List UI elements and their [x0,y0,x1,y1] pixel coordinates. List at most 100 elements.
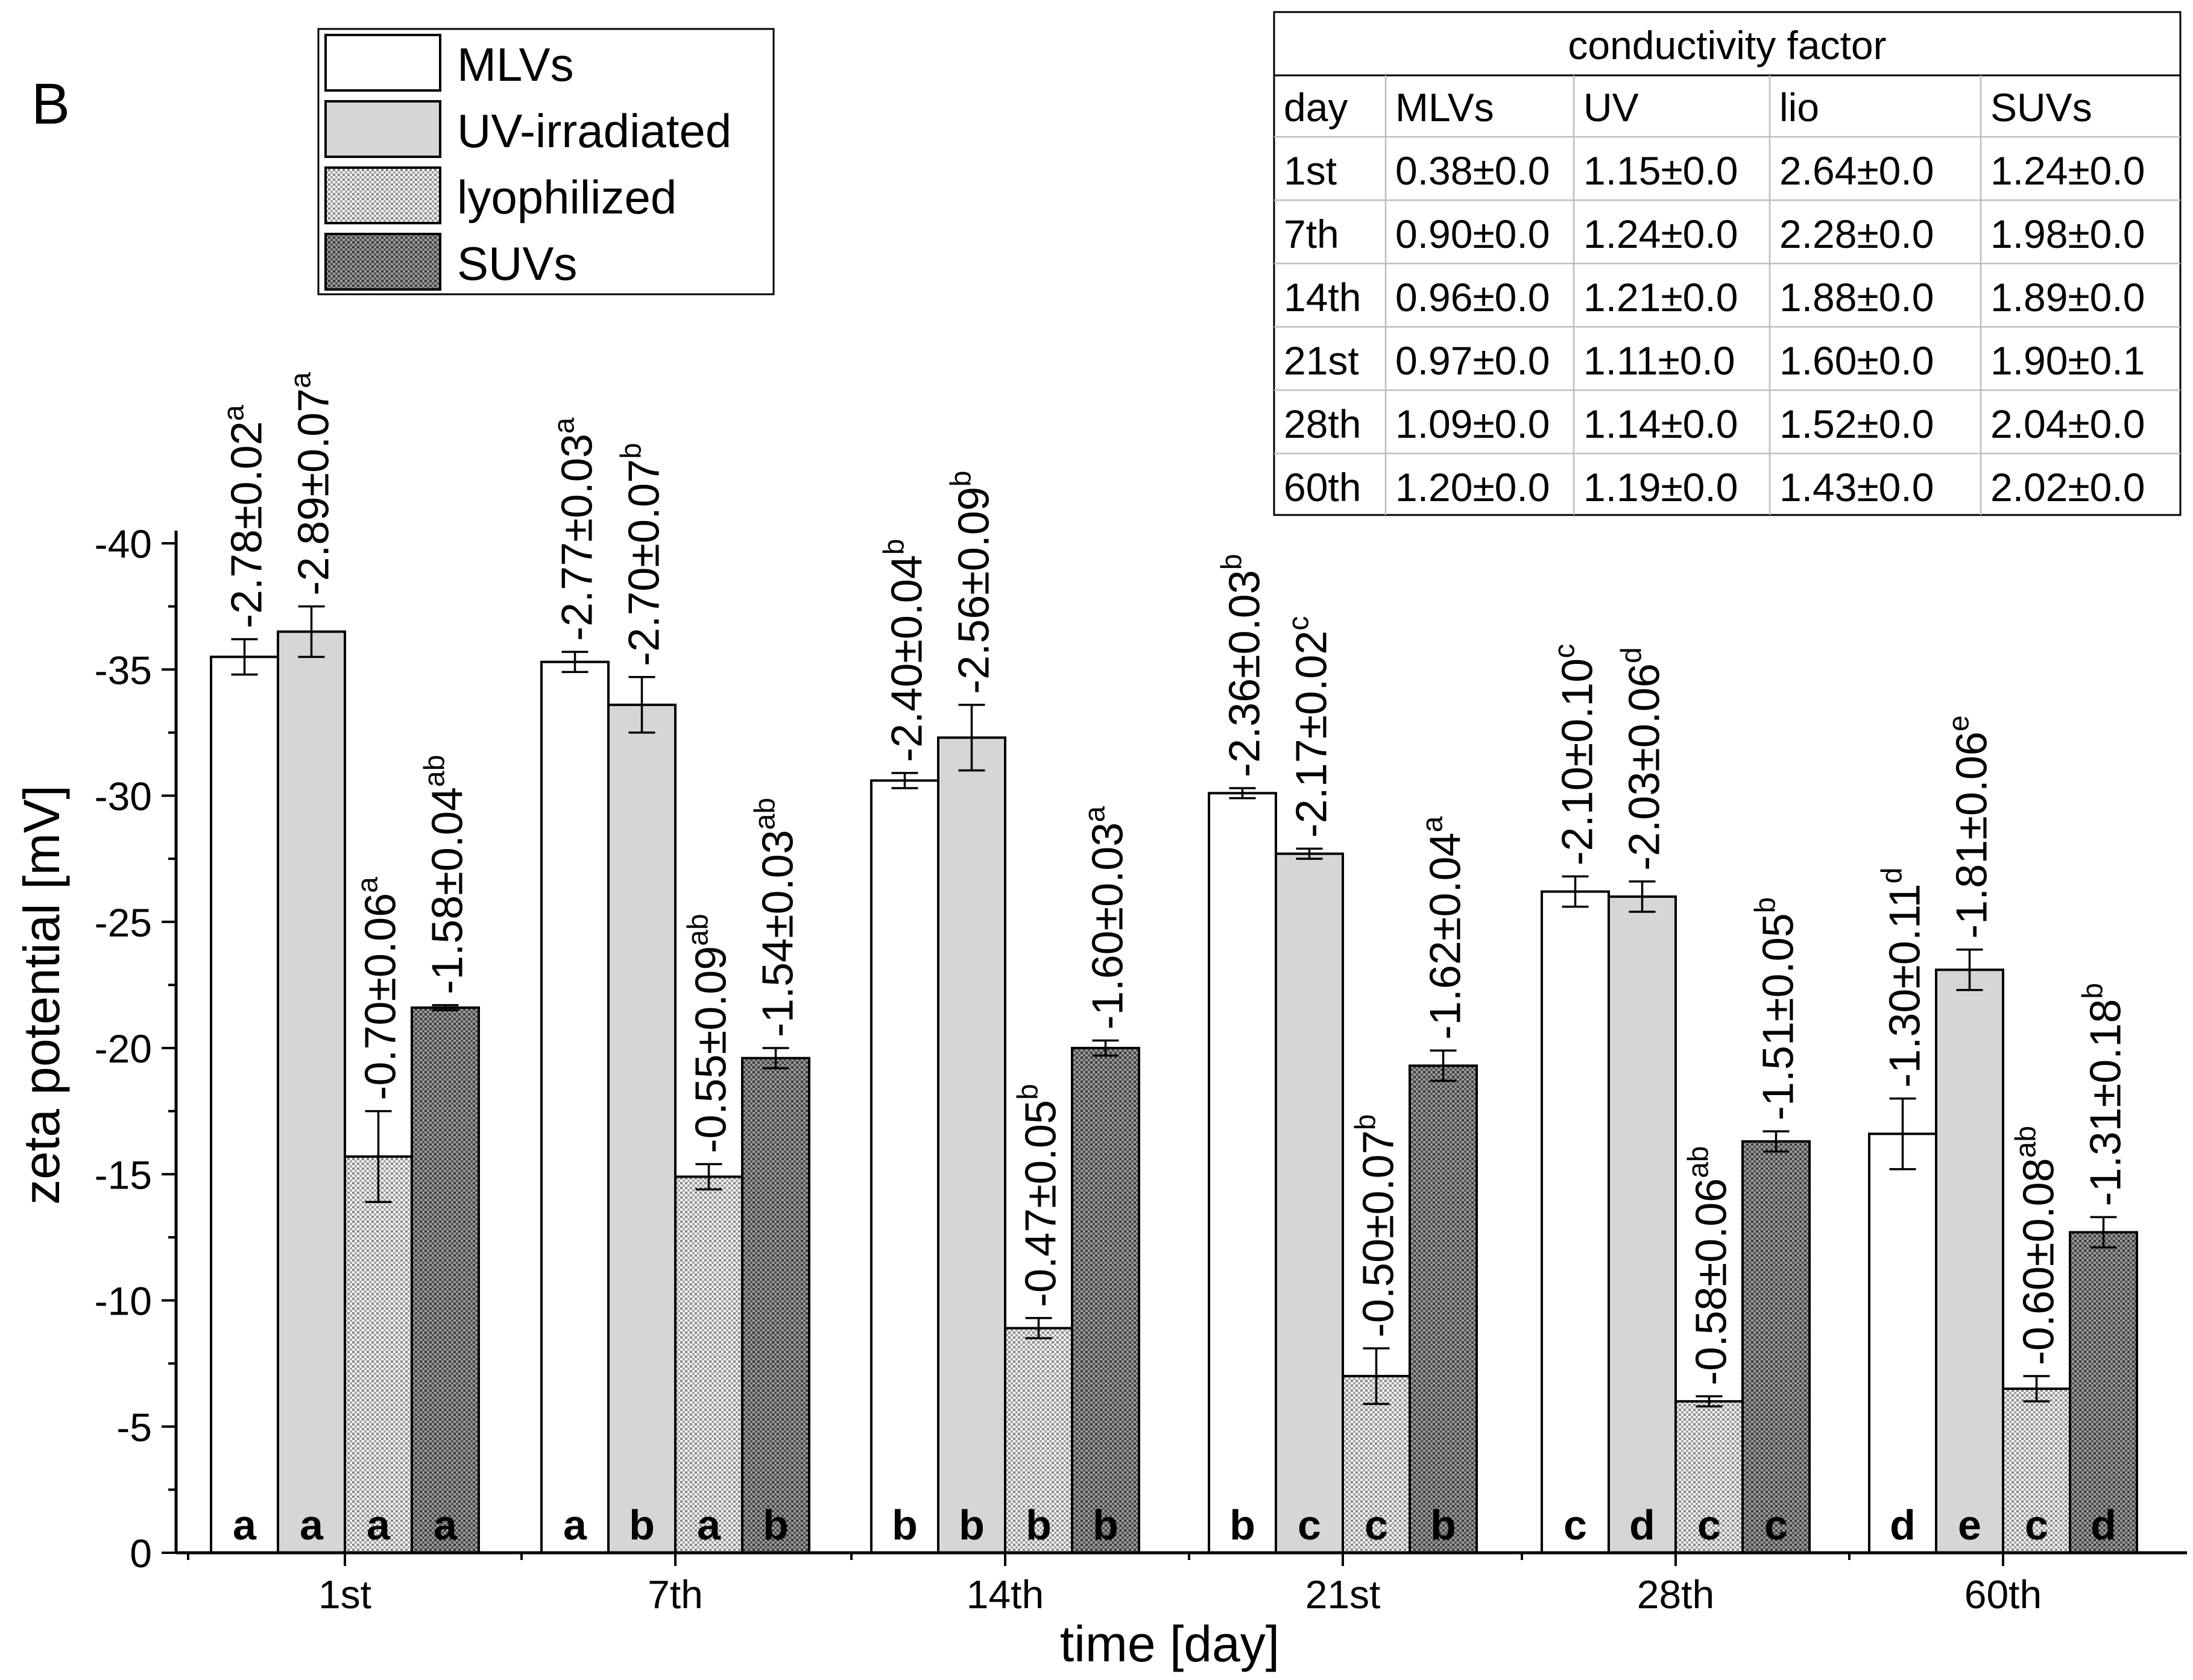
table-cell: 2.04±0.0 [1990,402,2145,446]
bar-letter: c [1563,1502,1587,1549]
bar-uv-irradiated-28th [1608,895,1677,1554]
table-header-cell: MLVs [1395,85,1494,130]
value-label-sup: ab [419,755,451,787]
conductivity-table: conductivity factor day MLVs UV lio SUVs 1st 0.… [1273,11,2182,516]
value-label: -0.50±0.07b [1350,1114,1403,1337]
bar-uv-irradiated-14th [937,736,1006,1554]
table-cell: 28th [1284,402,1361,446]
table-cell: 0.96±0.0 [1395,275,1550,320]
value-label: -0.58±0.06ab [1683,1146,1736,1385]
table-cell: 1.20±0.0 [1395,465,1550,510]
value-label: -2.56±0.09b [945,470,999,693]
table-cell: 1st [1284,148,1337,193]
table-cell: 1.21±0.0 [1583,275,1738,320]
y-tick-label: -35 [95,648,152,692]
table-cell: 60th [1284,465,1361,510]
table-header-cell: SUVs [1990,85,2092,130]
bar-mlvs-14th [870,779,939,1554]
legend-label-lyophilized: lyophilized [457,171,677,224]
y-tick-label: -10 [95,1279,152,1324]
table-cell: 1.90±0.1 [1990,338,2145,383]
value-label-sup: ab [749,798,781,830]
bar-letter: b [763,1502,789,1549]
value-label: -2.10±0.10c [1549,644,1602,866]
table-cell: 0.90±0.0 [1395,212,1550,256]
legend: MLVs UV-irradiated lyophilized SUVs [317,28,775,295]
bar-letter: a [300,1502,324,1549]
value-label: -1.60±0.03a [1079,806,1132,1030]
value-label: -0.60±0.08ab [2010,1126,2063,1365]
value-label: -2.17±0.02c [1283,616,1336,838]
value-label-sup: b [616,443,648,459]
bar-letter: b [1229,1502,1255,1549]
bar-lyophilized-7th [674,1175,743,1555]
table-cell: 1.52±0.0 [1779,402,1934,446]
table-cell: 1.11±0.0 [1583,338,1735,383]
value-label-sup: b [879,538,910,555]
table-header-cell: UV [1583,85,1639,130]
value-label-sup: b [1350,1114,1382,1131]
table-cell: 21st [1284,338,1359,383]
bar-uv-irradiated-21st [1275,852,1344,1554]
value-label-sup: b [1216,554,1248,570]
y-axis-label: zeta potential [mV] [13,785,70,1205]
bar-mlvs-60th [1868,1132,1937,1555]
y-tick-label: 0 [130,1531,152,1576]
value-label-sup: ab [2010,1126,2042,1158]
y-tick-label: -30 [95,774,152,819]
table-cell: 1.98±0.0 [1990,212,2145,256]
value-label-sup: c [1283,616,1315,631]
y-tick-label: -15 [95,1152,152,1197]
x-tick-label-28th: 28th [1637,1572,1714,1617]
bar-letter: b [1026,1502,1052,1549]
value-label: -1.54±0.03ab [749,798,803,1037]
bar-letter: a [367,1502,391,1549]
table-cell: 2.02±0.0 [1990,465,2145,510]
table-cell: 1.14±0.0 [1583,402,1738,446]
table-cell: 1.60±0.0 [1779,338,1934,383]
legend-swatch-lyophilized [324,166,441,224]
table-cell: 14th [1284,275,1361,320]
bar-uv-irradiated-7th [607,703,677,1554]
bar-letter: c [2025,1502,2048,1549]
bar-letter: c [1298,1502,1321,1549]
value-label: -2.70±0.07b [616,443,669,666]
value-label-sup: a [1417,816,1449,832]
value-label-sup: ab [1683,1146,1715,1178]
value-label-sup: b [1012,1084,1044,1100]
value-label: -0.55±0.09ab [683,914,736,1153]
table-cell: 0.97±0.0 [1395,338,1550,383]
legend-swatch-suvs [324,233,441,291]
bar-letter: d [2090,1502,2116,1549]
value-label-sup: a [1079,806,1111,823]
bar-mlvs-7th [540,660,610,1554]
value-label: -0.47±0.05b [1012,1084,1065,1307]
bar-letter: b [1430,1502,1456,1549]
value-label-sup: d [1876,868,1908,884]
bar-mlvs-21st [1208,792,1277,1554]
value-label-sup: c [1549,644,1581,658]
table-title: conductivity factor [1568,23,1886,68]
bar-letter: c [1764,1502,1788,1549]
table-cell: 2.28±0.0 [1779,212,1934,256]
y-tick-label: -25 [95,900,152,945]
bar-letter: a [563,1502,587,1549]
x-axis-label: time [day] [1060,1615,1280,1672]
bar-letter: e [1958,1502,1981,1549]
value-label: -0.70±0.06a [352,877,405,1101]
table-cell: 1.19±0.0 [1583,465,1738,510]
legend-swatch-uv [324,100,441,158]
bar-mlvs-1st [210,655,279,1554]
bar-letter: d [1890,1502,1916,1549]
value-label: -1.81±0.06e [1943,715,1996,938]
value-label-sup: e [1943,715,1975,731]
bar-letter: b [629,1502,655,1549]
bar-suvs-28th [1741,1140,1811,1554]
value-label-sup: a [218,405,250,421]
legend-swatch-mlvs [324,34,441,92]
value-label-sup: a [285,372,317,388]
value-label: -2.78±0.02a [218,405,271,628]
bar-letter: c [1697,1502,1721,1549]
bar-letter: c [1365,1502,1388,1549]
value-label: -1.58±0.04ab [419,755,472,994]
